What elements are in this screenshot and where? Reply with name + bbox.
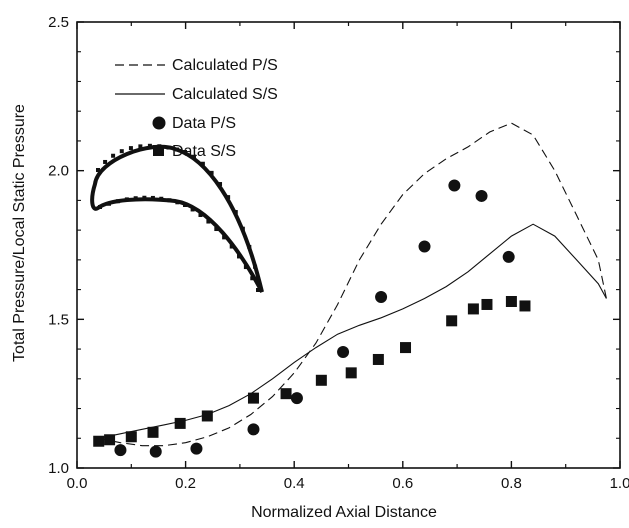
x-tick-label: 0.8 — [501, 475, 522, 492]
airfoil-dot — [200, 161, 205, 166]
airfoil-dot — [147, 143, 152, 148]
airfoil-dot — [209, 170, 214, 175]
data-point-ss — [147, 426, 159, 438]
data-point-ss — [481, 298, 493, 310]
airfoil-dot — [253, 264, 258, 269]
data-point-ps — [149, 445, 162, 458]
airfoil-dot — [138, 144, 143, 149]
data-point-ss — [446, 315, 458, 327]
airfoil-dot — [250, 276, 255, 281]
legend-label: Calculated S/S — [172, 86, 278, 103]
data-point-ps — [247, 423, 260, 436]
data-point-ps — [502, 250, 515, 263]
x-axis-label: Normalized Axial Distance — [251, 504, 437, 521]
airfoil-dot — [226, 195, 231, 200]
airfoil-dot — [96, 168, 100, 172]
y-tick-label: 2.5 — [48, 14, 69, 31]
legend-swatch-square — [153, 145, 164, 156]
airfoil-dot — [115, 199, 120, 204]
airfoil-dot — [191, 154, 196, 159]
airfoil-dot — [240, 226, 245, 231]
data-point-ss — [467, 303, 479, 315]
plot-frame — [76, 21, 621, 469]
y-axis-label: Total Pressure/Local Static Pressure — [11, 104, 28, 362]
x-tick-label: 0.2 — [175, 475, 196, 492]
x-tick-label: 0.4 — [284, 475, 305, 492]
legend-label: Data S/S — [172, 143, 236, 160]
airfoil-dot — [106, 201, 111, 206]
x-tick-label: 0.6 — [392, 475, 413, 492]
data-point-ss — [104, 434, 116, 446]
airfoil-dot — [229, 244, 234, 249]
series-line-calculated-s-s — [98, 223, 607, 439]
airfoil-dot — [175, 200, 180, 205]
data-point-ss — [125, 431, 137, 443]
airfoil-dot — [256, 288, 260, 292]
x-tick-label: 0.0 — [67, 475, 88, 492]
airfoil-dot — [183, 150, 187, 154]
legend-swatch-circle — [152, 116, 166, 130]
data-point-ps — [337, 346, 350, 359]
airfoil-dot — [150, 195, 155, 200]
airfoil-dot — [222, 235, 227, 240]
airfoil-dot — [119, 149, 124, 154]
data-point-ps — [448, 179, 461, 192]
data-point-ss — [280, 388, 292, 400]
data-point-ss — [201, 410, 213, 422]
data-point-ps — [418, 240, 431, 253]
data-point-ps — [290, 392, 303, 405]
airfoil-dot — [214, 227, 219, 232]
airfoil-dot — [175, 147, 180, 152]
y-tick-label: 1.5 — [48, 311, 69, 328]
data-point-ps — [475, 189, 488, 202]
series-line-calculated-p-s — [98, 122, 607, 447]
legend-label: Data P/S — [172, 115, 236, 132]
data-point-ss — [247, 392, 259, 404]
airfoil-dot — [128, 146, 133, 151]
y-tick-label: 1.0 — [48, 460, 69, 477]
legend-label: Calculated P/S — [172, 57, 278, 74]
data-point-ss — [400, 342, 412, 354]
airfoil-profile-icon — [90, 144, 264, 293]
airfoil-dot — [98, 205, 102, 209]
x-tick-label: 1.0 — [610, 475, 629, 492]
airfoil-dot — [124, 197, 129, 202]
data-point-ss — [519, 300, 531, 312]
airfoil-dot — [103, 159, 108, 164]
y-tick-label: 2.0 — [48, 163, 69, 180]
airfoil-dot — [218, 182, 223, 187]
data-point-ss — [345, 367, 357, 379]
airfoil-dot — [159, 196, 164, 201]
airfoil-dot — [233, 210, 238, 215]
airfoil-dot — [166, 145, 171, 150]
data-point-ps — [375, 291, 388, 304]
airfoil-dot — [183, 203, 187, 207]
airfoil-dot — [247, 244, 252, 249]
airfoil-dot — [133, 196, 138, 201]
airfoil-dot — [237, 254, 242, 259]
data-point-ss — [315, 374, 327, 386]
data-point-ss — [505, 295, 517, 307]
data-point-ss — [372, 353, 384, 365]
airfoil-dot — [190, 207, 195, 212]
data-point-ss — [93, 435, 105, 447]
airfoil-dot — [206, 219, 211, 224]
airfoil-dot — [111, 153, 116, 158]
data-point-ss — [174, 417, 186, 429]
data-point-ps — [190, 442, 203, 455]
airfoil-dot — [142, 195, 147, 200]
airfoil-dot — [243, 265, 248, 270]
data-point-ps — [114, 444, 127, 457]
airfoil-dot — [198, 212, 203, 217]
airfoil-dot — [167, 198, 172, 203]
